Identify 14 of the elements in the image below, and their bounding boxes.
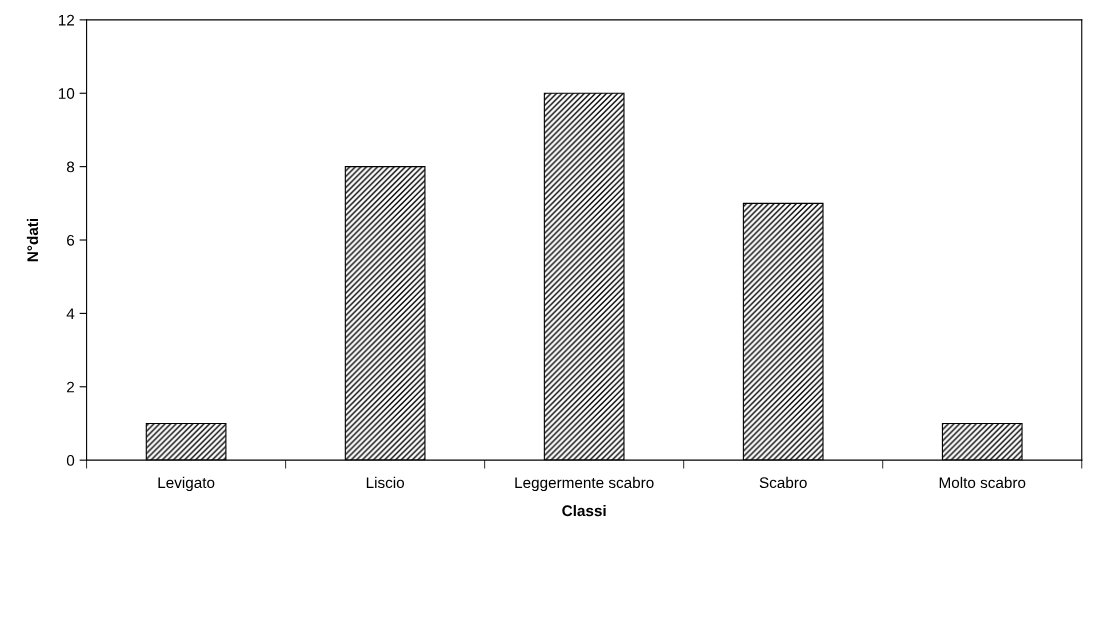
x-tick-label: Leggermente scabro [515, 476, 654, 492]
x-tick-label: Liscio [366, 476, 405, 489]
y-tick-label: 4 [66, 308, 75, 319]
x-tick-label: Levigato [158, 476, 215, 492]
y-tick-label: 0 [66, 455, 75, 466]
x-axis-title: Classi [562, 504, 606, 517]
y-tick-label: 12 [58, 14, 75, 26]
x-tick-label: Molto scabro [939, 476, 1026, 489]
y-tick-label: 2 [67, 381, 75, 393]
y-tick-label: 8 [66, 161, 75, 173]
y-tick-label: 6 [67, 234, 75, 246]
y-axis-title: N°dati [26, 218, 39, 262]
y-tick-label: 10 [58, 88, 75, 99]
x-tick-label: Scabro [759, 476, 807, 489]
